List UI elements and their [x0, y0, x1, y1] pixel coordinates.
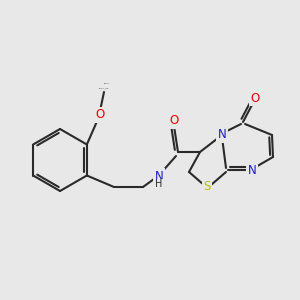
- Text: H: H: [155, 179, 163, 189]
- Text: methoxy: methoxy: [104, 83, 110, 84]
- Text: N: N: [248, 164, 256, 176]
- Text: methoxy_label: methoxy_label: [99, 87, 109, 89]
- Text: S: S: [203, 181, 211, 194]
- Text: O: O: [169, 115, 178, 128]
- Text: O: O: [95, 109, 105, 122]
- Text: N: N: [218, 128, 226, 142]
- Text: N: N: [154, 169, 164, 182]
- Text: O: O: [250, 92, 260, 104]
